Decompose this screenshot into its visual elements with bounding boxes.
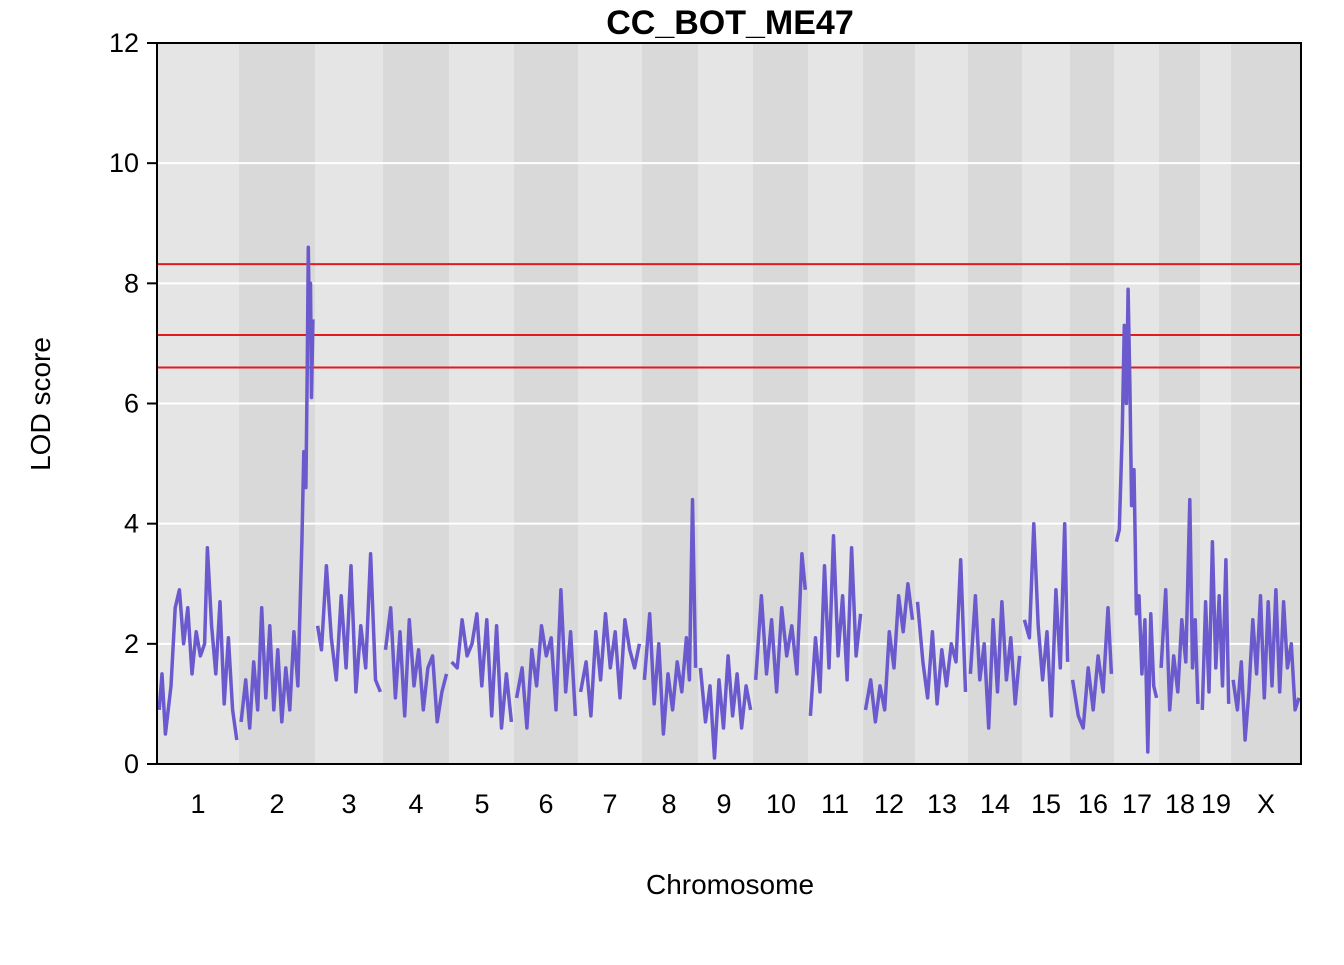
x-tick-label-chr-13: 13: [927, 789, 957, 819]
lod-line-chr-2: [239, 245, 315, 730]
x-tick-label-chr-19: 19: [1201, 789, 1231, 819]
x-tick-label-chr-17: 17: [1122, 789, 1152, 819]
significance-thresholds: [157, 263, 1301, 369]
lod-line-chr-19: [1200, 539, 1231, 710]
x-tick-label-chr-1: 1: [190, 789, 205, 819]
x-tick-label-chr-6: 6: [538, 789, 553, 819]
y-tick-label: 4: [124, 509, 139, 539]
x-tick-label-chr-5: 5: [474, 789, 489, 819]
lod-line-chr-6: [514, 588, 578, 730]
y-tick-label: 6: [124, 389, 139, 419]
x-tick-label-chr-16: 16: [1078, 789, 1108, 819]
x-tick-label-chr-3: 3: [341, 789, 356, 819]
x-tick-label-chr-4: 4: [408, 789, 423, 819]
x-axis-title: Chromosome: [646, 869, 814, 900]
lod-line-chr-17: [1114, 287, 1159, 754]
lod-line-chr-16: [1070, 606, 1114, 730]
lod-line-chr-9: [698, 654, 753, 760]
lod-line-chr-5: [450, 612, 514, 730]
lod-line-chr-11: [808, 533, 863, 717]
y-axis-title: LOD score: [25, 337, 56, 471]
chart-title: CC_BOT_ME47: [606, 4, 854, 42]
x-tick-label-chr-11: 11: [821, 789, 849, 819]
lod-line-chr-18: [1159, 497, 1200, 712]
x-tick-label-chr-X: X: [1257, 789, 1275, 819]
y-tick-label: 10: [109, 148, 139, 178]
lod-line-chr-7: [578, 612, 642, 718]
lod-line-chr-15: [1022, 521, 1070, 718]
x-tick-label-chr-18: 18: [1165, 789, 1195, 819]
x-tick-label-chr-10: 10: [766, 789, 796, 819]
lod-line-chr-4: [383, 606, 449, 724]
x-tick-label-chr-12: 12: [874, 789, 904, 819]
lod-line-chr-12: [863, 582, 915, 724]
lod-line-chr-10: [753, 551, 808, 694]
y-tick-label: 2: [124, 629, 139, 659]
y-axis: 0 2 4 6 8 10 12: [109, 28, 157, 779]
lod-line-chr-1: [157, 545, 239, 741]
x-tick-label-chr-8: 8: [661, 789, 676, 819]
x-tick-label-chr-7: 7: [602, 789, 617, 819]
lod-line-chr-14: [968, 594, 1022, 730]
lod-line-chr-X: [1231, 588, 1301, 742]
x-tick-label-chr-9: 9: [716, 789, 731, 819]
x-tick-label-chr-2: 2: [269, 789, 284, 819]
y-tick-label: 8: [124, 268, 139, 298]
x-tick-label-chr-14: 14: [980, 789, 1010, 819]
lod-curve: [157, 245, 1301, 760]
x-axis: 1 2 3 4 5 6 7 8 9 10 11 12 13 14 15 16 17 18 19 X: [190, 789, 1275, 819]
lod-line-chr-8: [642, 497, 698, 736]
lod-line-chr-3: [315, 551, 383, 694]
lod-line-chr-13: [915, 557, 968, 706]
y-tick-label: 0: [124, 749, 139, 779]
y-tick-label: 12: [109, 28, 139, 58]
x-tick-label-chr-15: 15: [1031, 789, 1061, 819]
